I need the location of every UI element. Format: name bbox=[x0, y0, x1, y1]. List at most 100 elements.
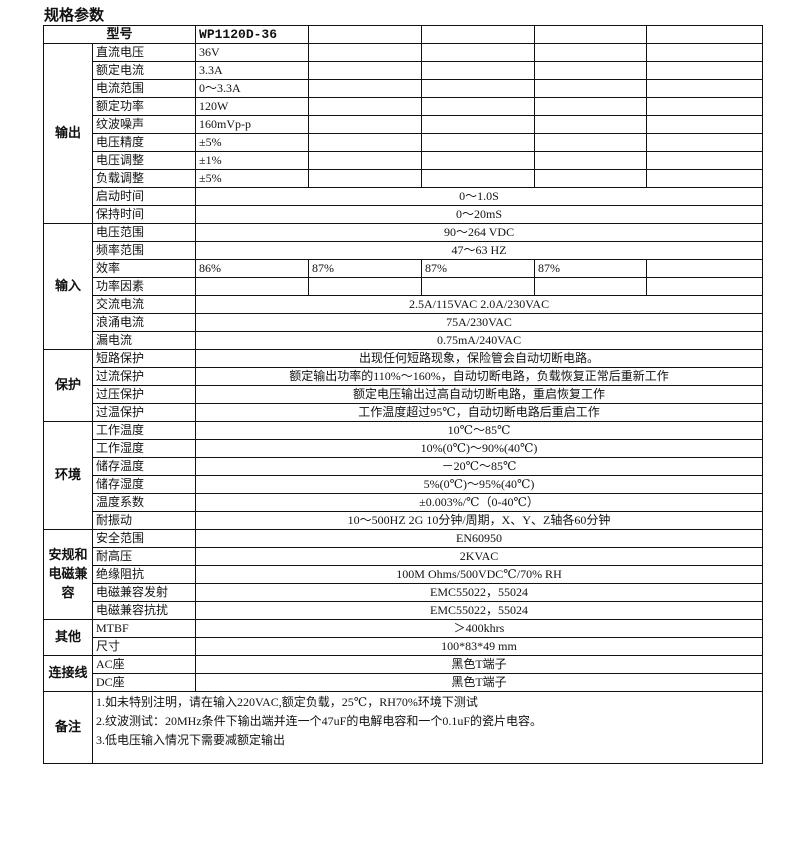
spec-label: 耐振动 bbox=[91, 511, 197, 530]
spec-row: 环境 工作温度 10℃～85℃ bbox=[43, 421, 764, 530]
note-line: 3.低电压输入情况下需要减额定输出 bbox=[96, 733, 286, 747]
model-cell bbox=[534, 25, 648, 44]
spec-label: 储存湿度 bbox=[91, 475, 197, 494]
spec-label: 电磁兼容抗扰 bbox=[91, 601, 197, 620]
spec-label: 漏电流 bbox=[91, 331, 197, 350]
spec-value: EMC55022，55024 bbox=[195, 583, 764, 602]
spec-row: 额定功率 120W bbox=[44, 97, 764, 116]
spec-value: 75A/230VAC bbox=[195, 313, 764, 332]
spec-value bbox=[421, 61, 536, 80]
spec-value: 86% bbox=[195, 259, 310, 278]
spec-label: DC座 bbox=[91, 673, 197, 692]
spec-row: 过压保护 额定电压输出过高自动切断电路，重启恢复工作 bbox=[44, 385, 764, 404]
spec-value bbox=[308, 169, 423, 188]
group-label: 环境 bbox=[43, 421, 93, 530]
spec-row: 过流保护 额定输出功率的110%～160%，自动切断电路，负载恢复正常后重新工作 bbox=[44, 367, 764, 386]
spec-table: 型号 WP1120D-36 输出 直流电压 36V 额定电流 3.3A 电流范围 0～3.3… bbox=[42, 25, 764, 764]
spec-value: 100*83*49 mm bbox=[195, 637, 764, 656]
spec-row: 效率 86% 87% 87% 87% bbox=[44, 259, 764, 278]
spec-row: 交流电流 2.5A/115VAC 2.0A/230VAC bbox=[44, 295, 764, 314]
section-title: 规格参数 bbox=[44, 6, 105, 24]
spec-row: 电流范围 0～3.3A bbox=[44, 79, 764, 98]
spec-value bbox=[421, 79, 536, 98]
group-label: 安规和电磁兼容 bbox=[43, 529, 93, 620]
spec-label: 储存温度 bbox=[91, 457, 197, 476]
spec-label: 过压保护 bbox=[91, 385, 197, 404]
spec-value bbox=[421, 43, 536, 62]
spec-value bbox=[534, 97, 648, 116]
spec-value bbox=[534, 277, 648, 296]
spec-value: 额定输出功率的110%～160%，自动切断电路，负载恢复正常后重新工作 bbox=[195, 367, 764, 386]
spec-label: 纹波噪声 bbox=[91, 115, 197, 134]
spec-label: 过温保护 bbox=[91, 403, 197, 422]
notes-row: 备注 1.如未特别注明，请在输入220VAC,额定负载，25℃，RH70%环境下测… bbox=[43, 691, 764, 764]
spec-value bbox=[646, 259, 764, 278]
spec-row: DC座 黑色T端子 bbox=[44, 673, 764, 692]
spec-label: 负载调整 bbox=[91, 169, 197, 188]
spec-value bbox=[646, 133, 764, 152]
model-cell bbox=[421, 25, 536, 44]
spec-value: 160mVp-p bbox=[195, 115, 310, 134]
spec-value: 黑色T端子 bbox=[195, 673, 764, 692]
spec-value: 87% bbox=[308, 259, 423, 278]
spec-value: ±5% bbox=[195, 169, 310, 188]
spec-value bbox=[308, 277, 423, 296]
spec-value bbox=[534, 79, 648, 98]
spec-value: 2.5A/115VAC 2.0A/230VAC bbox=[195, 295, 764, 314]
spec-label: 电压范围 bbox=[91, 223, 197, 242]
spec-label: 短路保护 bbox=[91, 349, 197, 368]
spec-label: 工作湿度 bbox=[91, 439, 197, 458]
spec-label: 频率范围 bbox=[91, 241, 197, 260]
spec-value: 10%(0℃)～90%(40℃) bbox=[195, 439, 764, 458]
spec-value bbox=[308, 151, 423, 170]
spec-value bbox=[646, 79, 764, 98]
spec-value bbox=[308, 61, 423, 80]
spec-value: 87% bbox=[421, 259, 536, 278]
spec-row: 过温保护 工作温度超过95℃，自动切断电路后重启工作 bbox=[44, 403, 764, 422]
spec-value bbox=[308, 43, 423, 62]
spec-row: 功率因素 bbox=[44, 277, 764, 296]
spec-value: 黑色T端子 bbox=[195, 655, 764, 674]
spec-value bbox=[534, 115, 648, 134]
spec-value bbox=[308, 97, 423, 116]
model-cell: WP1120D-36 bbox=[195, 25, 310, 44]
spec-label: MTBF bbox=[91, 619, 197, 638]
spec-value bbox=[308, 115, 423, 134]
spec-row: 绝缘阻抗 100M Ohms/500VDC℃/70% RH bbox=[44, 565, 764, 584]
group-label: 其他 bbox=[43, 619, 93, 656]
group-label: 输出 bbox=[43, 43, 93, 224]
spec-value bbox=[421, 97, 536, 116]
spec-label: 安全范围 bbox=[91, 529, 197, 548]
spec-row: 漏电流 0.75mA/240VAC bbox=[44, 331, 764, 350]
spec-label: 工作温度 bbox=[91, 421, 197, 440]
spec-value: 36V bbox=[195, 43, 310, 62]
spec-label: 电磁兼容发射 bbox=[91, 583, 197, 602]
model-row: 型号 WP1120D-36 bbox=[42, 25, 764, 44]
spec-value: EN60950 bbox=[195, 529, 764, 548]
note-line: 2.纹波测试：20MHz条件下输出端并连一个47uF的电解电容和一个0.1uF的… bbox=[96, 714, 543, 728]
spec-label: 过流保护 bbox=[91, 367, 197, 386]
spec-value: 10～500HZ 2G 10分钟/周期，X、Y、Z轴各60分钟 bbox=[195, 511, 764, 530]
spec-value bbox=[195, 277, 310, 296]
group-label: 保护 bbox=[43, 349, 93, 422]
spec-label: 保持时间 bbox=[91, 205, 197, 224]
spec-value bbox=[646, 169, 764, 188]
spec-row: 输出 直流电压 36V bbox=[43, 43, 764, 224]
spec-value: 120W bbox=[195, 97, 310, 116]
spec-label: 绝缘阻抗 bbox=[91, 565, 197, 584]
spec-value bbox=[534, 151, 648, 170]
spec-value: 10℃～85℃ bbox=[195, 421, 764, 440]
spec-label: 启动时间 bbox=[91, 187, 197, 206]
notes-content: 1.如未特别注明，请在输入220VAC,额定负载，25℃，RH70%环境下测试 2… bbox=[91, 691, 764, 764]
spec-value: 5%(0℃)～95%(40℃) bbox=[195, 475, 764, 494]
spec-value: ±0.003%/℃（0-40℃） bbox=[195, 493, 764, 512]
spec-label: 效率 bbox=[91, 259, 197, 278]
spec-row: 连接线 AC座 黑色T端子 bbox=[43, 655, 764, 692]
spec-value bbox=[421, 115, 536, 134]
spec-value: ±1% bbox=[195, 151, 310, 170]
spec-value: 工作温度超过95℃，自动切断电路后重启工作 bbox=[195, 403, 764, 422]
spec-row: 额定电流 3.3A bbox=[44, 61, 764, 80]
model-cell bbox=[308, 25, 423, 44]
model-header: 型号 bbox=[42, 25, 197, 44]
spec-row: 其他 MTBF ＞400khrs bbox=[43, 619, 764, 656]
